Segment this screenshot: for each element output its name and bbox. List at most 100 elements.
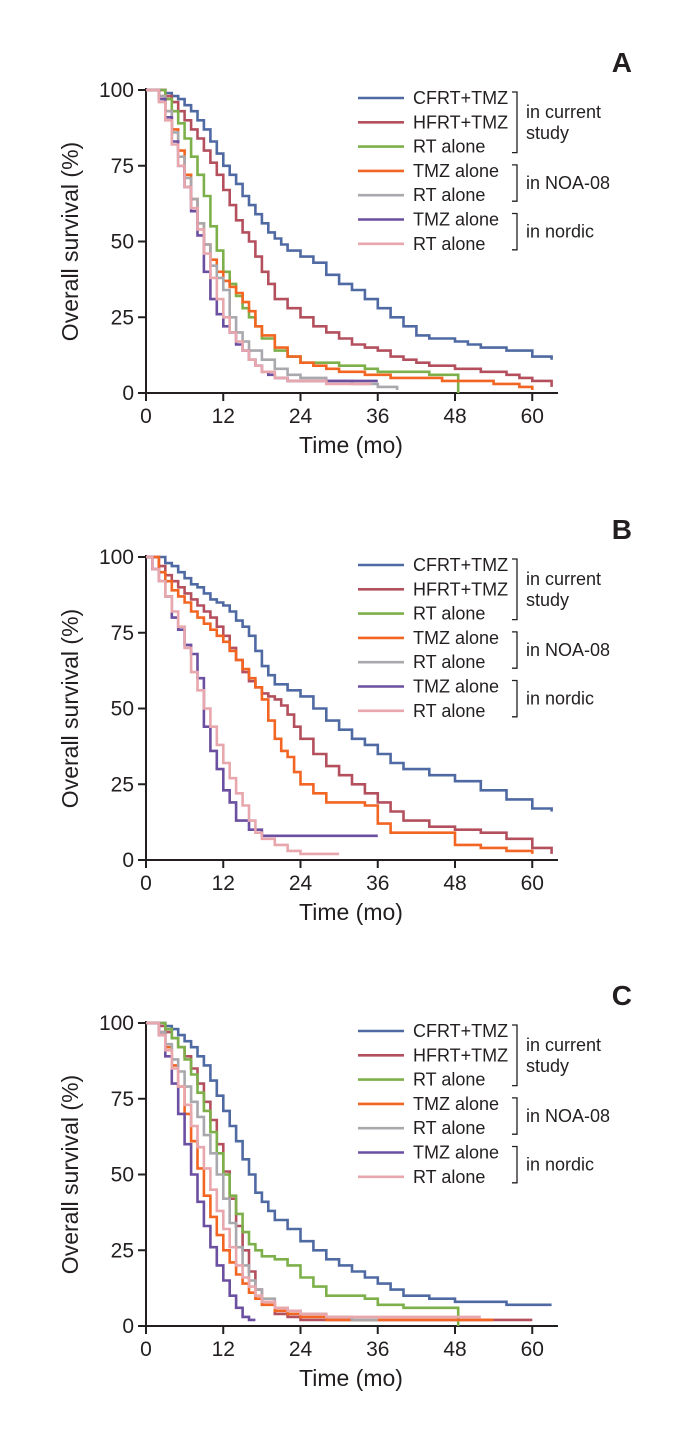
x-tick-label: 12 xyxy=(212,405,235,428)
y-tick-label: 100 xyxy=(99,1012,134,1035)
x-axis-label: Time (mo) xyxy=(299,432,403,458)
y-axis-label: Overall survival (%) xyxy=(57,609,83,808)
y-tick-label: 25 xyxy=(111,773,134,796)
legend-label: HFRT+TMZ xyxy=(413,579,508,599)
legend-label: TMZ alone xyxy=(413,1143,499,1163)
legend-bracket xyxy=(512,558,518,621)
x-tick-label: 36 xyxy=(366,405,389,428)
x-tick-label: 24 xyxy=(289,872,313,895)
legend-group-label: study xyxy=(526,123,569,143)
y-tick-label: 25 xyxy=(111,1239,134,1262)
y-tick-label: 50 xyxy=(111,1164,134,1187)
legend-bracket xyxy=(512,91,518,154)
legend-label: RT alone xyxy=(413,604,485,624)
x-tick-label: 0 xyxy=(140,872,152,895)
legend-group-label: in nordic xyxy=(526,222,594,242)
legend-label: CFRT+TMZ xyxy=(413,88,508,108)
series-line-rt-alone-noa-08 xyxy=(146,1021,378,1322)
legend-label: RT alone xyxy=(413,1118,485,1138)
panel-letter: A xyxy=(612,47,632,78)
series-line-rt-alone-current xyxy=(146,1021,460,1326)
y-axis-label: Overall survival (%) xyxy=(57,142,83,341)
y-tick-label: 25 xyxy=(111,306,134,329)
legend-group-label: study xyxy=(526,1056,569,1076)
legend-label: RT alone xyxy=(413,234,485,254)
series-line-cfrt-tmz xyxy=(146,1021,552,1307)
x-tick-label: 0 xyxy=(140,1338,152,1361)
legend-bracket xyxy=(512,1097,518,1135)
legend-label: RT alone xyxy=(413,185,485,205)
y-tick-label: 0 xyxy=(122,1315,134,1338)
x-tick-label: 60 xyxy=(521,405,544,428)
chart-panel-b: B 0 25 50 75 100 0 12 24 36 48 60 Time (mo) Overall s… xyxy=(57,514,632,925)
y-tick-label: 75 xyxy=(111,155,134,178)
y-tick-label: 0 xyxy=(122,382,134,405)
panel-letter: C xyxy=(612,980,632,1011)
y-tick-label: 50 xyxy=(111,698,134,721)
y-tick-label: 75 xyxy=(111,1088,134,1111)
series-line-rt-alone-nordic xyxy=(146,555,340,856)
x-tick-label: 60 xyxy=(521,1338,544,1361)
x-tick-label: 48 xyxy=(443,405,466,428)
legend-group-label: in NOA-08 xyxy=(526,1106,610,1126)
legend-group-label: in current xyxy=(526,1035,601,1055)
chart-panel-a: A 0 25 50 75 100 0 12 24 36 48 60 Time (mo) Overall s… xyxy=(57,47,632,458)
legend-label: HFRT+TMZ xyxy=(413,1045,508,1065)
series-line-hfrt-tmz xyxy=(146,88,553,387)
y-tick-label: 50 xyxy=(111,231,134,254)
x-tick-label: 36 xyxy=(366,1338,389,1361)
x-tick-label: 12 xyxy=(212,1338,235,1361)
legend-label: TMZ alone xyxy=(413,677,499,697)
y-tick-label: 100 xyxy=(99,79,134,102)
legend-group-label: study xyxy=(526,590,569,610)
legend-bracket xyxy=(512,1145,518,1184)
legend-label: HFRT+TMZ xyxy=(413,112,508,132)
x-tick-label: 24 xyxy=(289,1338,313,1361)
x-tick-label: 12 xyxy=(212,872,235,895)
legend-group-label: in NOA-08 xyxy=(526,640,610,660)
x-tick-label: 0 xyxy=(140,405,152,428)
panel-letter: B xyxy=(612,514,632,545)
y-tick-label: 0 xyxy=(122,849,134,872)
legend-label: TMZ alone xyxy=(413,161,499,181)
x-axis-label: Time (mo) xyxy=(299,899,403,925)
legend-bracket xyxy=(512,679,518,718)
legend-label: CFRT+TMZ xyxy=(413,555,508,575)
x-tick-label: 60 xyxy=(521,872,544,895)
series-line-cfrt-tmz xyxy=(146,88,553,360)
legend-label: CFRT+TMZ xyxy=(413,1021,508,1041)
legend-bracket xyxy=(512,164,518,202)
x-tick-label: 24 xyxy=(289,405,313,428)
legend-label: TMZ alone xyxy=(413,210,499,230)
series-line-rt-alone-current xyxy=(146,88,460,393)
legend-label: TMZ alone xyxy=(413,628,499,648)
x-axis-label: Time (mo) xyxy=(299,1365,403,1391)
legend-label: RT alone xyxy=(413,137,485,157)
legend-label: RT alone xyxy=(413,1070,485,1090)
series-line-rt-alone-nordic xyxy=(146,1021,481,1319)
legend-label: RT alone xyxy=(413,1167,485,1187)
series-line-hfrt-tmz xyxy=(146,555,553,854)
y-tick-label: 75 xyxy=(111,622,134,645)
chart-panel-c: C 0 25 50 75 100 0 12 24 36 48 60 Time (mo) Overall s… xyxy=(57,980,632,1391)
legend-group-label: in nordic xyxy=(526,689,594,709)
legend-bracket xyxy=(512,1024,518,1087)
series-line-rt-alone-nordic xyxy=(146,88,372,386)
legend-group-label: in current xyxy=(526,569,601,589)
series-line-cfrt-tmz xyxy=(146,555,553,812)
y-axis-label: Overall survival (%) xyxy=(57,1075,83,1274)
legend-label: TMZ alone xyxy=(413,1094,499,1114)
x-tick-label: 36 xyxy=(366,872,389,895)
legend-bracket xyxy=(512,212,518,251)
legend-label: RT alone xyxy=(413,652,485,672)
legend-group-label: in nordic xyxy=(526,1155,594,1175)
legend-group-label: in current xyxy=(526,102,601,122)
legend-bracket xyxy=(512,631,518,669)
series-line-tmz-alone-noa-08 xyxy=(146,555,534,854)
legend-group-label: in NOA-08 xyxy=(526,173,610,193)
y-tick-label: 100 xyxy=(99,546,134,569)
